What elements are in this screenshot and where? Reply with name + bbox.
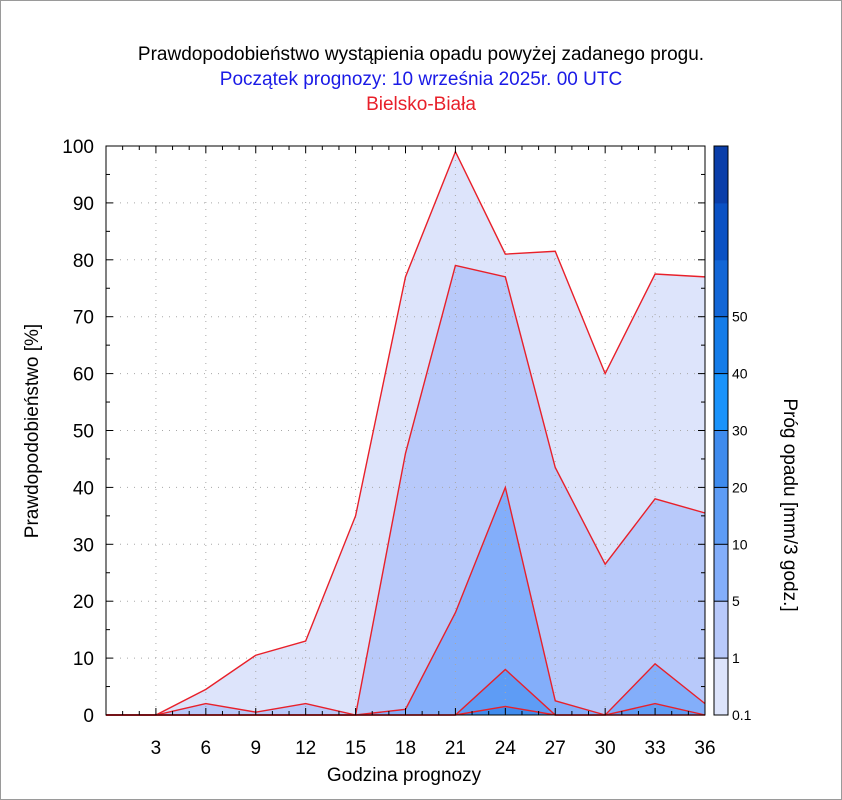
colorbar-segment [714,202,728,261]
y-tick-label: 60 [73,365,94,386]
x-tick-label: 21 [445,738,466,759]
x-tick-label: 27 [545,738,566,759]
colorbar-level-label: 0.1 [732,707,752,723]
location-label: Bielsko-Biała [366,94,476,115]
chart-title: Prawdopodobieństwo wystąpienia opadu pow… [137,44,705,65]
colorbar-segment [714,146,728,204]
colorbar-segment [714,430,728,488]
colorbar-level-label: 20 [732,479,748,495]
x-tick-label: 36 [694,738,715,759]
y-tick-label: 10 [73,649,94,670]
colorbar-segment [714,259,728,318]
colorbar-level-label: 1 [732,650,740,666]
colorbar-level-label: 40 [732,366,748,382]
x-tick-label: 30 [595,738,616,759]
x-tick-label: 18 [395,738,416,759]
y-tick-label: 90 [73,194,94,215]
x-tick-label: 3 [151,738,162,759]
x-axis-ticks: 3 6 9 12 15 18 21 24 27 30 33 36 [151,738,716,759]
colorbar-segment [714,544,728,602]
y-tick-label: 20 [73,592,94,613]
x-tick-label: 24 [495,738,517,759]
y-axis-label: Prawdopodobieństwo [%] [22,324,43,538]
area-threshold-5 [106,487,705,715]
y-axis-ticks: 0 10 20 30 40 50 60 70 80 90 100 [62,137,94,727]
line-threshold-1 [106,264,706,716]
area-threshold-10 [106,669,705,715]
colorbar-level-label: 30 [732,423,748,439]
x-tick-label: 33 [645,738,666,759]
threshold-colorbar: 0.1 1 5 10 20 30 40 50 [713,145,752,723]
y-tick-label: 100 [62,137,94,158]
colorbar-level-label: 10 [732,536,748,552]
x-axis-label: Godzina prognozy [327,765,482,786]
x-tick-label: 6 [201,738,212,759]
colorbar-segment [714,658,728,716]
area-threshold-1 [106,265,705,715]
x-tick-label: 15 [345,738,366,759]
line-threshold-0-1 [106,149,706,716]
x-tick-label: 9 [250,738,261,759]
y-tick-label: 80 [73,251,94,272]
y-tick-label: 70 [73,308,94,329]
colorbar-level-label: 5 [732,593,740,609]
axes [105,145,706,716]
colorbar-segment [714,601,728,659]
y-tick-label: 30 [73,535,94,556]
colorbar-level-label: 50 [732,309,748,325]
colorbar-segment [714,373,728,431]
y-tick-label: 0 [83,706,94,727]
colorbar-segment [714,487,728,545]
y-tick-label: 50 [73,422,94,443]
colorbar-label: Próg opadu [mm/3 godz.] [779,398,800,611]
y-tick-label: 40 [73,478,94,499]
colorbar-segment [714,316,728,375]
forecast-start-subtitle: Początek prognozy: 10 września 2025r. 00… [219,69,623,90]
x-tick-label: 12 [295,738,316,759]
